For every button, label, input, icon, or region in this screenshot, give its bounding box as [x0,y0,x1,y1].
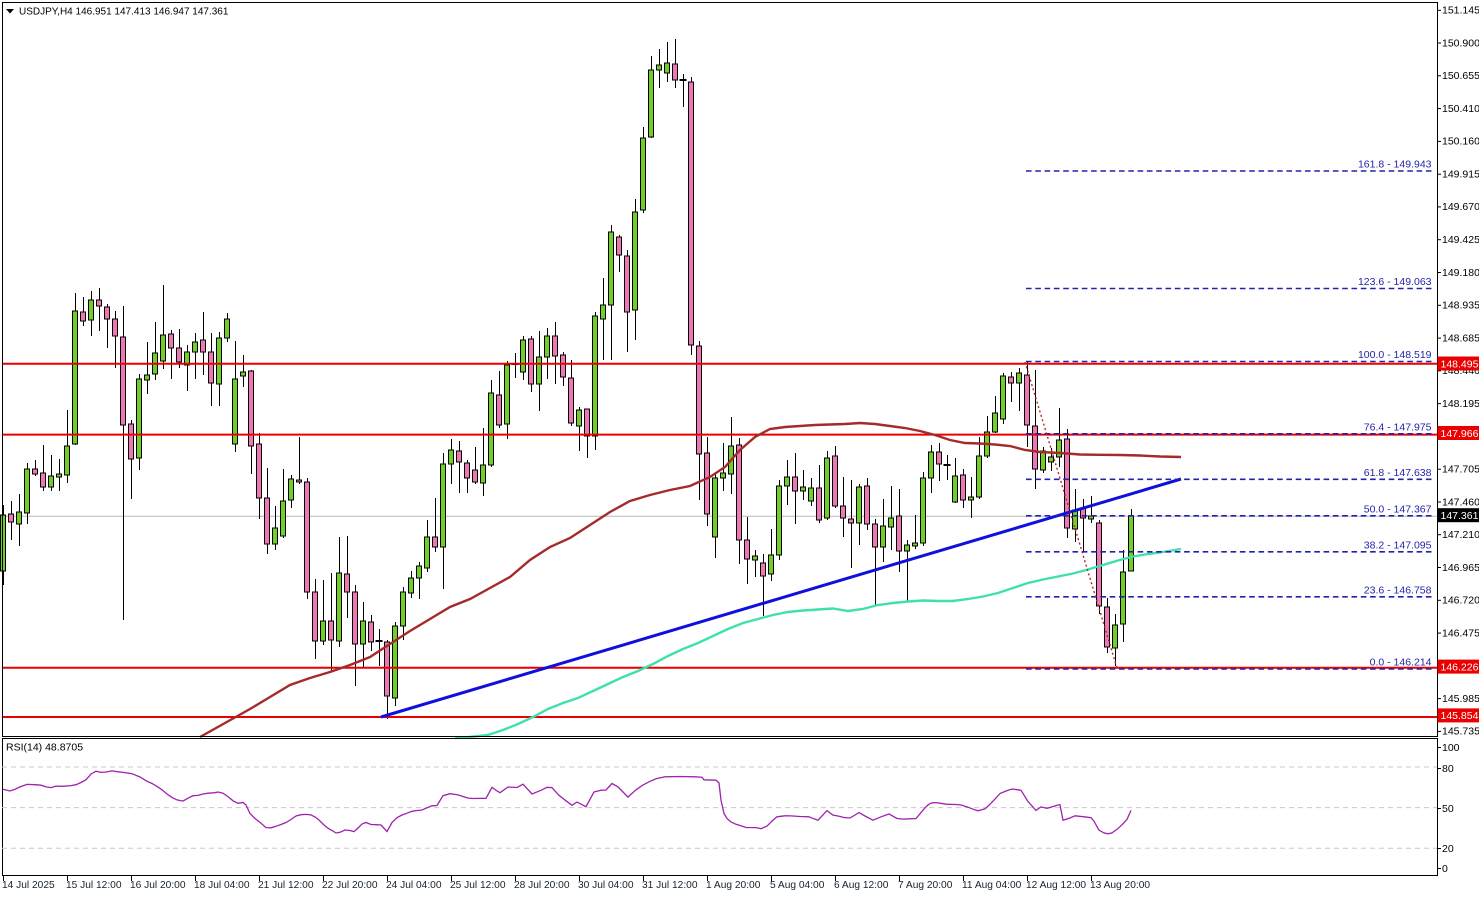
svg-text:147.966: 147.966 [1441,428,1479,440]
svg-text:24 Jul 04:00: 24 Jul 04:00 [386,880,442,891]
svg-text:25 Jul 12:00: 25 Jul 12:00 [450,880,506,891]
svg-text:123.6 - 149.063: 123.6 - 149.063 [1358,276,1432,288]
svg-text:5 Aug 04:00: 5 Aug 04:00 [770,880,825,891]
svg-text:146.226: 146.226 [1441,661,1479,673]
svg-text:31 Jul 12:00: 31 Jul 12:00 [642,880,698,891]
svg-text:76.4 - 147.975: 76.4 - 147.975 [1364,421,1432,433]
svg-text:11 Aug 04:00: 11 Aug 04:00 [962,880,1022,891]
svg-text:6 Aug 12:00: 6 Aug 12:00 [834,880,889,891]
svg-text:21 Jul 12:00: 21 Jul 12:00 [258,880,314,891]
svg-text:100: 100 [1442,742,1460,754]
svg-text:147.460: 147.460 [1442,496,1479,508]
svg-text:28 Jul 20:00: 28 Jul 20:00 [514,880,570,891]
svg-text:149.915: 149.915 [1442,169,1479,181]
svg-text:RSI(14) 48.8705: RSI(14) 48.8705 [6,742,83,754]
svg-text:145.985: 145.985 [1442,693,1479,705]
svg-text:161.8 - 149.943: 161.8 - 149.943 [1358,159,1432,171]
svg-text:149.670: 149.670 [1442,201,1479,213]
svg-text:147.210: 147.210 [1442,529,1479,541]
svg-text:148.935: 148.935 [1442,300,1479,312]
svg-text:147.705: 147.705 [1442,464,1479,476]
svg-text:146.720: 146.720 [1442,595,1479,607]
svg-text:149.180: 149.180 [1442,267,1479,279]
svg-text:148.495: 148.495 [1441,358,1479,370]
svg-text:145.854: 145.854 [1441,710,1479,722]
svg-text:1 Aug 20:00: 1 Aug 20:00 [706,880,761,891]
svg-text:146.475: 146.475 [1442,627,1479,639]
svg-text:150.160: 150.160 [1442,136,1479,148]
svg-text:14 Jul 2025: 14 Jul 2025 [2,880,55,891]
svg-text:USDJPY,H4 146.951 147.413 146: USDJPY,H4 146.951 147.413 146.947 147.36… [19,7,229,18]
svg-text:151.145: 151.145 [1442,5,1479,17]
svg-text:0.0 - 146.214: 0.0 - 146.214 [1370,657,1432,669]
svg-text:15 Jul 12:00: 15 Jul 12:00 [66,880,122,891]
svg-text:150.900: 150.900 [1442,37,1479,49]
svg-text:22 Jul 20:00: 22 Jul 20:00 [322,880,378,891]
svg-text:150.655: 150.655 [1442,70,1479,82]
svg-text:149.425: 149.425 [1442,234,1479,246]
svg-text:13 Aug 20:00: 13 Aug 20:00 [1090,880,1150,891]
svg-text:50: 50 [1442,803,1454,815]
svg-text:16 Jul 20:00: 16 Jul 20:00 [130,880,186,891]
svg-text:18 Jul 04:00: 18 Jul 04:00 [194,880,250,891]
svg-text:100.0 - 148.519: 100.0 - 148.519 [1358,349,1432,361]
svg-text:20: 20 [1442,843,1454,855]
svg-text:0: 0 [1442,863,1448,875]
svg-text:61.8 - 147.638: 61.8 - 147.638 [1364,467,1432,479]
svg-text:148.685: 148.685 [1442,332,1479,344]
svg-text:12 Aug 12:00: 12 Aug 12:00 [1026,880,1086,891]
svg-text:30 Jul 04:00: 30 Jul 04:00 [578,880,634,891]
svg-text:147.361: 147.361 [1441,510,1479,522]
svg-text:80: 80 [1442,763,1454,775]
svg-text:145.735: 145.735 [1442,726,1479,738]
svg-text:150.410: 150.410 [1442,103,1479,115]
svg-text:146.965: 146.965 [1442,562,1479,574]
svg-text:38.2 - 147.095: 38.2 - 147.095 [1364,539,1432,551]
svg-text:23.6 - 146.758: 23.6 - 146.758 [1364,584,1432,596]
svg-text:50.0 - 147.367: 50.0 - 147.367 [1364,503,1432,515]
svg-text:148.195: 148.195 [1442,398,1479,410]
svg-text:7 Aug 20:00: 7 Aug 20:00 [898,880,953,891]
